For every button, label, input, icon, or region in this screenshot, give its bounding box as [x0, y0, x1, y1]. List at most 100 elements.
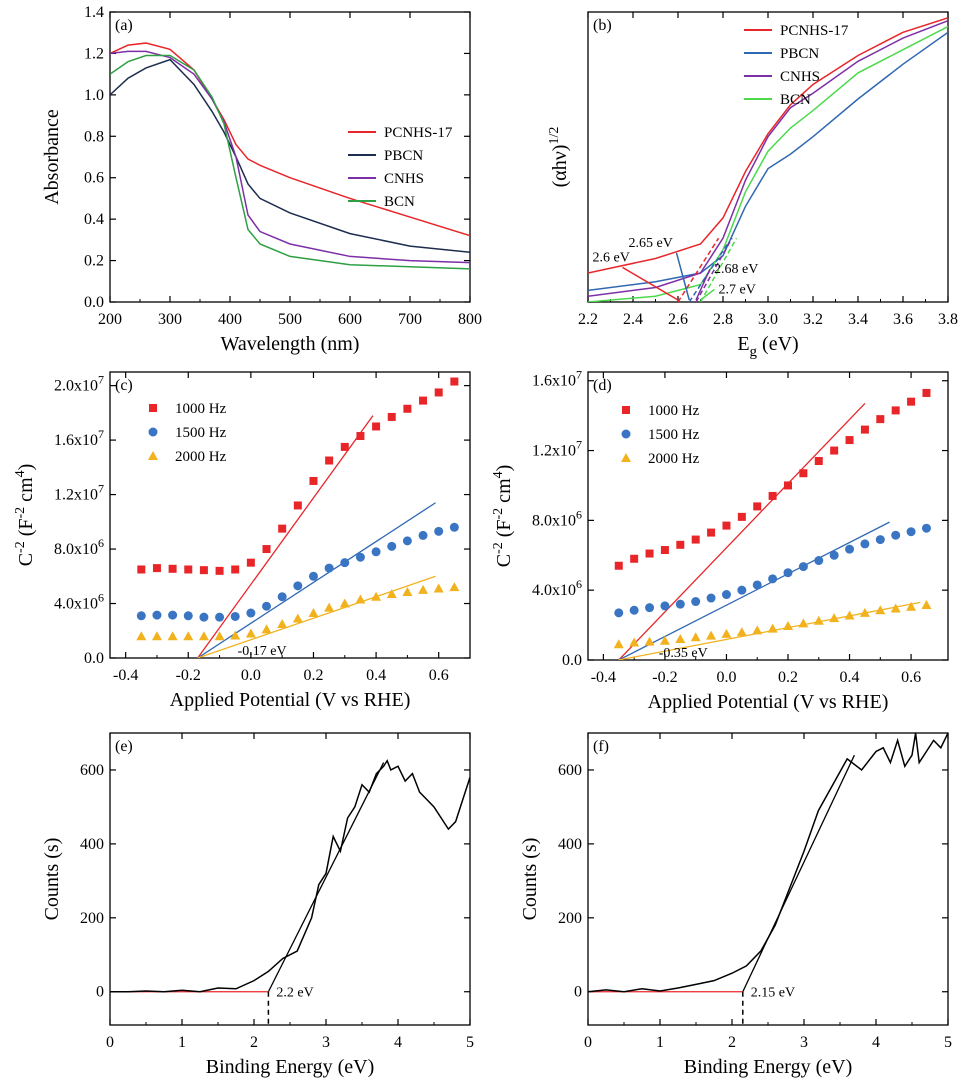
tangent-line [695, 237, 733, 303]
data-point-circle [324, 563, 334, 573]
data-point-triangle [230, 630, 241, 640]
y-tick-label: 400 [80, 836, 104, 853]
data-point-triangle [151, 631, 162, 641]
intercept-label: -0.17 eV [238, 644, 287, 659]
x-tick-label: 1 [178, 1034, 186, 1051]
data-point-circle [798, 562, 808, 572]
intercept-label: -0.35 eV [659, 646, 708, 661]
y-tick-label: 400 [558, 836, 582, 853]
y-tick-label: 1.4 [84, 4, 104, 21]
y-tick-label: 0.0 [84, 650, 104, 667]
data-point-triangle [292, 613, 303, 623]
data-point-square [199, 566, 208, 575]
vbm-label: 2.2 eV [276, 986, 313, 1001]
data-point-triangle [844, 610, 855, 620]
x-axis-label: Applied Potential (V vs RHE) [648, 691, 889, 713]
data-point-circle [262, 601, 272, 611]
data-point-triangle [890, 603, 901, 613]
panel-label: (e) [115, 738, 133, 755]
data-point-circle [783, 568, 793, 578]
plot-area [613, 388, 932, 660]
data-point-circle [768, 574, 778, 584]
data-point-triangle [629, 637, 640, 647]
data-point-square [691, 535, 700, 544]
plot-frame [587, 11, 949, 303]
tangent-line [677, 237, 720, 303]
fit-line [197, 502, 436, 658]
x-tick-label: 500 [278, 311, 302, 328]
y-tick-label: 1.2x107 [54, 482, 104, 504]
data-point-square [309, 476, 318, 485]
band-gap-arrow [622, 266, 679, 301]
data-point-triangle [813, 615, 824, 625]
data-point-circle [136, 611, 146, 621]
legend-label: 1000 Hz [648, 403, 700, 419]
data-point-square [184, 565, 193, 574]
data-point-circle [355, 552, 365, 562]
data-point-circle [721, 590, 731, 600]
x-tick-label: 0 [584, 1034, 592, 1051]
data-point-square [676, 540, 685, 549]
y-tick-label: 0.0 [562, 652, 582, 669]
x-tick-label: 3.2 [803, 311, 823, 328]
data-point-triangle [324, 602, 335, 612]
data-point-square [137, 565, 146, 574]
data-point-circle [371, 547, 381, 557]
y-axis-label: Counts (s) [519, 838, 541, 921]
data-point-triangle [613, 639, 624, 649]
data-point-circle [691, 597, 701, 607]
panel-e: 0 1 2 3 4 5 0 200 400 600 Binding Energy (eV) Count… [41, 732, 474, 1078]
series-line [110, 42, 470, 237]
data-point-circle [645, 603, 655, 613]
data-point-square [891, 406, 900, 415]
data-point-triangle [783, 620, 793, 630]
data-point-triangle [198, 631, 209, 641]
data-point-square [278, 524, 287, 533]
data-point-square [372, 422, 381, 431]
data-point-square [799, 469, 808, 478]
data-point-circle [752, 580, 762, 590]
data-point-square [860, 425, 869, 434]
y-tick-label: 600 [558, 762, 582, 779]
plot-frame [587, 732, 949, 1026]
y-tick-label: 0 [574, 984, 582, 1001]
band-gap-arrow [700, 288, 715, 301]
fit-line [618, 402, 866, 660]
data-point-square [340, 442, 349, 451]
x-tick-label: 400 [218, 311, 242, 328]
data-point-square [168, 564, 177, 573]
data-point-triangle [277, 618, 288, 628]
data-point-triangle [136, 631, 147, 641]
legend-marker-circle [148, 427, 158, 437]
fit-line [197, 415, 374, 658]
data-point-circle [891, 530, 901, 540]
data-point-circle [199, 612, 209, 622]
data-point-circle [737, 585, 747, 595]
data-point-triangle [261, 624, 272, 634]
data-point-triangle [736, 627, 747, 637]
series-line [588, 20, 948, 297]
fit-line [742, 754, 855, 993]
data-point-triangle [308, 608, 319, 618]
x-tick-label: 0.2 [303, 667, 323, 684]
plot-area [110, 759, 470, 993]
legend-label: 2000 Hz [175, 449, 227, 465]
x-tick-label: 2 [728, 1034, 736, 1051]
y-tick-label: 1.6x107 [532, 368, 582, 390]
data-point-circle [434, 526, 444, 536]
data-point-square [262, 545, 271, 554]
fit-line [267, 762, 385, 993]
series-line [110, 759, 470, 993]
legend-label: BCN [780, 92, 811, 108]
data-point-circle [183, 611, 193, 621]
data-point-circle [246, 608, 256, 618]
x-tick-label: 0.0 [241, 667, 261, 684]
x-tick-label: -0.2 [176, 667, 201, 684]
data-point-square [722, 521, 731, 530]
x-tick-label: 2.4 [623, 311, 643, 328]
legend-label: PBCN [780, 46, 819, 62]
plot-area [588, 733, 948, 993]
data-point-triangle [433, 583, 444, 593]
x-tick-label: 700 [398, 311, 422, 328]
x-tick-label: 4 [394, 1034, 402, 1051]
